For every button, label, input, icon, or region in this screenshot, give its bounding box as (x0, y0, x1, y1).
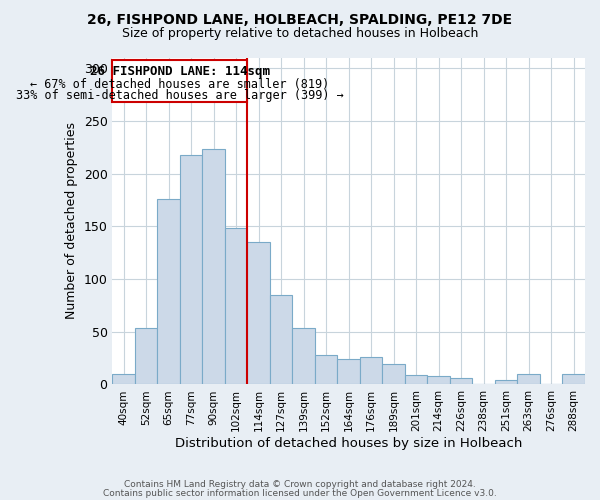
Bar (112, 374, 135, 384)
Bar (315, 355, 337, 384)
Bar (450, 378, 472, 384)
Bar (157, 199, 180, 384)
Bar (202, 150, 225, 384)
Bar (562, 374, 585, 384)
Bar (180, 154, 202, 384)
Bar (382, 364, 405, 384)
Bar (405, 375, 427, 384)
Bar (247, 242, 270, 384)
Text: ← 67% of detached houses are smaller (819): ← 67% of detached houses are smaller (81… (31, 78, 329, 90)
Text: Size of property relative to detached houses in Holbeach: Size of property relative to detached ho… (122, 28, 478, 40)
Bar (292, 328, 315, 384)
Text: Contains HM Land Registry data © Crown copyright and database right 2024.: Contains HM Land Registry data © Crown c… (124, 480, 476, 489)
Bar (225, 228, 247, 384)
Bar (135, 328, 157, 384)
Text: 33% of semi-detached houses are larger (399) →: 33% of semi-detached houses are larger (… (16, 89, 344, 102)
FancyBboxPatch shape (112, 60, 247, 102)
Bar (427, 376, 450, 384)
Text: Contains public sector information licensed under the Open Government Licence v3: Contains public sector information licen… (103, 488, 497, 498)
Text: 26 FISHPOND LANE: 114sqm: 26 FISHPOND LANE: 114sqm (90, 65, 270, 78)
Bar (495, 380, 517, 384)
Text: 26, FISHPOND LANE, HOLBEACH, SPALDING, PE12 7DE: 26, FISHPOND LANE, HOLBEACH, SPALDING, P… (88, 12, 512, 26)
X-axis label: Distribution of detached houses by size in Holbeach: Distribution of detached houses by size … (175, 437, 523, 450)
Bar (360, 357, 382, 384)
Bar (270, 295, 292, 384)
Bar (337, 359, 360, 384)
Bar (517, 374, 540, 384)
Y-axis label: Number of detached properties: Number of detached properties (65, 122, 78, 320)
